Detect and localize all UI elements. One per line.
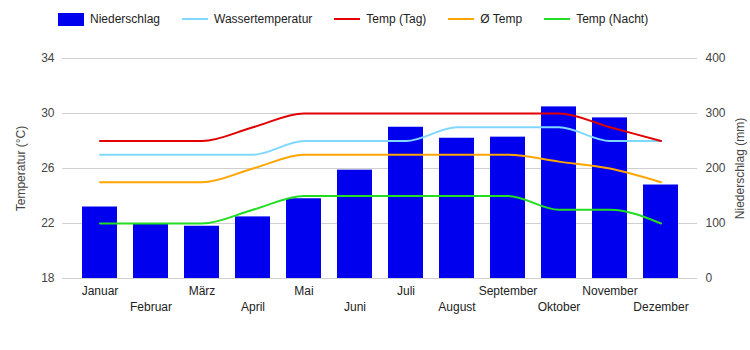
svg-text:0: 0	[706, 271, 713, 285]
svg-text:18: 18	[41, 271, 55, 285]
svg-text:März: März	[189, 284, 216, 298]
svg-text:Niederschlag (mm): Niederschlag (mm)	[733, 118, 747, 219]
svg-text:Mai: Mai	[294, 284, 313, 298]
svg-text:Juni: Juni	[344, 300, 366, 314]
svg-text:34: 34	[41, 51, 55, 65]
html-text:Temp (Nacht): Temp (Nacht)	[576, 12, 649, 26]
svg-text:November: November	[582, 284, 637, 298]
svg-text:Januar: Januar	[82, 284, 119, 298]
svg-text:Februar: Februar	[130, 300, 172, 314]
svg-text:26: 26	[41, 161, 55, 175]
svg-text:22: 22	[41, 216, 55, 230]
html-text:Niederschlag: Niederschlag	[90, 12, 160, 26]
svg-text:Dezember: Dezember	[633, 300, 688, 314]
svg-text:400: 400	[706, 51, 726, 65]
svg-text:Oktober: Oktober	[538, 300, 581, 314]
svg-text:30: 30	[41, 106, 55, 120]
svg-text:300: 300	[706, 106, 726, 120]
svg-text:200: 200	[706, 161, 726, 175]
html-text:Wassertemperatur: Wassertemperatur	[214, 12, 313, 26]
svg-text:100: 100	[706, 216, 726, 230]
svg-text:September: September	[479, 284, 538, 298]
svg-text:August: August	[438, 300, 476, 314]
svg-text:Juli: Juli	[397, 284, 415, 298]
svg-text:Temperatur (°C): Temperatur (°C)	[14, 126, 28, 211]
html-text:Ø Temp: Ø Temp	[480, 12, 523, 26]
html-text:Temp (Tag): Temp (Tag)	[366, 12, 427, 26]
svg-text:April: April	[241, 300, 265, 314]
